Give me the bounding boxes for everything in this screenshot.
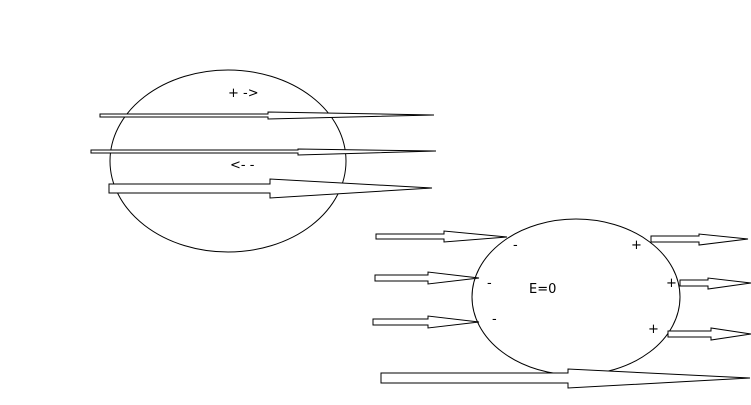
field-arrow-top-2: [90, 148, 437, 156]
field-arrow-top-1: [99, 111, 435, 120]
outgoing-arrow-1: [650, 233, 749, 246]
outgoing-arrow-2: [679, 277, 751, 290]
conductor-ellipse-bottom: [471, 218, 681, 376]
incoming-arrow-3: [372, 315, 480, 329]
outgoing-arrow-3: [667, 327, 751, 341]
charge-right-2: +: [666, 276, 677, 291]
incoming-arrow-2: [374, 271, 480, 285]
charge-right-1: +: [631, 238, 642, 253]
field-label: E=0: [529, 282, 556, 297]
bottom-long-arrow: [380, 368, 751, 389]
charge-right-3: +: [648, 322, 659, 337]
label-forward: + ->: [228, 86, 259, 101]
charge-left-3: -: [492, 312, 497, 327]
label-backward: <- -: [230, 158, 255, 173]
charge-left-1: -: [513, 238, 518, 253]
incoming-arrow-1: [375, 230, 508, 243]
charge-left-2: -: [487, 276, 492, 291]
field-arrow-top-3: [108, 178, 433, 199]
